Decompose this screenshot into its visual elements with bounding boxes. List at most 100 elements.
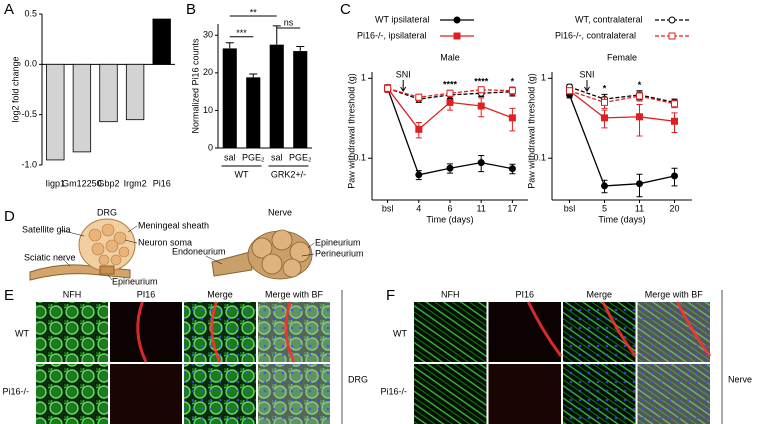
row-label: Pi16-/- bbox=[380, 386, 407, 396]
x-tick-label: sal bbox=[271, 152, 283, 162]
diagram-label: Neuron soma bbox=[138, 237, 192, 247]
bar bbox=[246, 77, 261, 148]
red-signal bbox=[210, 301, 222, 363]
marker bbox=[601, 98, 608, 106]
x-tick-label: 6 bbox=[447, 203, 452, 213]
column-header: PI16 bbox=[515, 289, 534, 299]
diagram-label: Meningeal sheath bbox=[138, 220, 209, 230]
x-tick-label: PGE₂ bbox=[242, 152, 265, 162]
red-signal bbox=[284, 301, 296, 363]
nerve-trunk bbox=[211, 251, 253, 277]
chart-title: Female bbox=[607, 52, 637, 62]
error-bar bbox=[225, 42, 234, 49]
panel-label: A bbox=[4, 1, 14, 18]
image bbox=[414, 302, 487, 362]
leader-lines bbox=[59, 225, 138, 281]
bar bbox=[99, 63, 118, 123]
image-overlay bbox=[184, 364, 256, 424]
y-tick-label: 20 bbox=[203, 67, 213, 77]
column-header: NFH bbox=[441, 289, 460, 299]
y-tick-label: 0.5 bbox=[24, 8, 37, 18]
marker bbox=[384, 84, 392, 92]
red-signal bbox=[601, 301, 637, 357]
marker bbox=[477, 102, 485, 110]
legend-label: WT ipsilateral bbox=[375, 14, 429, 24]
bar bbox=[125, 63, 145, 121]
y-tick-label: 0.1 bbox=[533, 153, 546, 163]
image-overlay bbox=[637, 302, 710, 362]
diagram-label: Perineurium bbox=[315, 248, 364, 258]
x-tick-label: 11 bbox=[635, 203, 644, 213]
event-label: SNI bbox=[396, 69, 411, 79]
marker bbox=[636, 180, 643, 188]
marker bbox=[508, 165, 516, 173]
event-arrow bbox=[400, 80, 407, 92]
diagram-title: DRG bbox=[97, 207, 117, 217]
tissue-label: Nerve bbox=[728, 374, 752, 384]
significance-label: *** bbox=[236, 28, 247, 38]
y-axis-label: Paw withdrawal threshold (g) bbox=[526, 73, 536, 189]
column-header: Merge bbox=[207, 289, 233, 299]
legend-marker bbox=[453, 16, 461, 24]
y-tick-label: 1 bbox=[361, 73, 366, 83]
significance-label: * bbox=[511, 76, 515, 86]
diagram-title: Nerve bbox=[268, 207, 292, 217]
marker bbox=[508, 114, 516, 122]
marker bbox=[636, 113, 643, 121]
y-tick-label: 0 bbox=[208, 142, 213, 152]
marker bbox=[446, 89, 454, 97]
diagram: DRG Satellite glia Meningeal sheath Neur… bbox=[22, 207, 364, 286]
marker bbox=[671, 100, 678, 108]
image-overlay bbox=[184, 302, 256, 362]
diagram-label: Satellite glia bbox=[22, 224, 71, 234]
column-header: Merge with BF bbox=[645, 289, 704, 299]
y-axis-label: Paw withdrawal threshold (g) bbox=[346, 73, 356, 189]
x-tick-label: Pi16 bbox=[153, 178, 171, 188]
marker bbox=[415, 93, 423, 101]
legend-label: Pi16-/-, ipsilateral bbox=[357, 30, 427, 40]
series-line bbox=[568, 94, 675, 187]
marker bbox=[446, 98, 454, 106]
error-bar bbox=[272, 25, 281, 45]
column-header: Merge with BF bbox=[265, 289, 324, 299]
image bbox=[414, 364, 487, 424]
image-overlay bbox=[563, 302, 636, 362]
bar bbox=[293, 51, 308, 148]
marker bbox=[566, 87, 573, 95]
diagram-label: Epineurium bbox=[315, 237, 361, 247]
y-axis-label: Normalized Pi16 counts bbox=[190, 38, 200, 134]
legend-marker bbox=[668, 16, 676, 24]
marker bbox=[415, 171, 423, 179]
x-tick-label: 11 bbox=[477, 203, 486, 213]
panel-labels: A B C D E F bbox=[4, 1, 395, 304]
x-axis-label: Time (days) bbox=[598, 214, 645, 224]
y-tick-label: -0.5 bbox=[21, 109, 37, 119]
image-overlay bbox=[637, 364, 710, 424]
y-axis-label: log2 fold change bbox=[10, 56, 20, 122]
marker bbox=[636, 92, 643, 100]
neuron-somas bbox=[88, 223, 130, 266]
marker bbox=[446, 164, 454, 172]
series-line bbox=[569, 86, 675, 104]
x-tick-label: bsl bbox=[564, 203, 576, 213]
root-junction bbox=[99, 265, 115, 275]
series-line bbox=[569, 90, 675, 105]
micrographs: NFH PI16 Merge Merge with BF WT Pi16-/- DRG NFH… bbox=[2, 289, 752, 424]
x-tick-label: Gm12250 bbox=[62, 178, 102, 188]
significance-label: * bbox=[638, 80, 642, 90]
x-tick-label: 4 bbox=[416, 203, 421, 213]
significance-label: **** bbox=[474, 76, 489, 86]
panel-label: F bbox=[386, 287, 395, 304]
legend-marker bbox=[453, 32, 461, 40]
x-tick-label: bsl bbox=[382, 203, 394, 213]
event-arrow bbox=[584, 80, 590, 92]
column-header: NFH bbox=[63, 289, 82, 299]
marker bbox=[415, 125, 423, 133]
image bbox=[36, 364, 108, 424]
legend-marker bbox=[668, 32, 676, 40]
bar bbox=[72, 63, 92, 153]
x-tick-label: sal bbox=[224, 152, 236, 162]
x-tick-label: 17 bbox=[507, 203, 517, 213]
diagram-label: Endoneurium bbox=[172, 246, 226, 256]
